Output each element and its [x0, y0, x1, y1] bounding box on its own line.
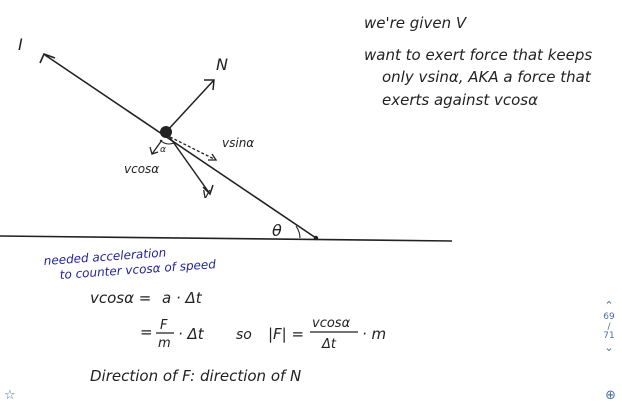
- so-label: so: [236, 327, 252, 343]
- normal-force-arrow: [165, 79, 215, 133]
- velocity-arrow-head: [202, 184, 214, 196]
- vsin-component: [169, 136, 217, 161]
- label-alpha: α: [160, 145, 166, 155]
- note-line-3: only vsinα, AKA a force that: [382, 68, 592, 86]
- velocity-arrow: [165, 131, 211, 195]
- eq1-left: vcosα =: [90, 289, 151, 307]
- frac2-numerator: vcosα: [312, 316, 351, 331]
- star-icon[interactable]: ☆: [4, 388, 16, 403]
- eq2-equals: =: [140, 323, 153, 341]
- chevron-up-icon[interactable]: ⌃: [604, 299, 614, 312]
- times-m: · m: [362, 325, 386, 343]
- vcos-component: [151, 139, 163, 155]
- page-navigator: ⌃ 69 / 71 ⌄: [602, 300, 616, 354]
- theta-arc: [295, 225, 301, 239]
- label-vsin: vsinα: [222, 136, 254, 150]
- add-page-icon[interactable]: ⊕: [605, 388, 616, 403]
- i-arrow-head: [39, 52, 56, 64]
- frac2-denominator: Δt: [321, 337, 337, 352]
- alpha-arc: [159, 139, 175, 145]
- label-i: I: [18, 35, 23, 54]
- eq1-right: a · Δt: [162, 289, 203, 307]
- page-separator: /: [607, 322, 611, 332]
- note-line-1: we're given V: [364, 14, 468, 32]
- vcos-arrow-head: [149, 146, 159, 155]
- normal-arrow-head: [204, 79, 215, 91]
- incline-line: [44, 54, 317, 239]
- eq2-rest: · Δt: [178, 325, 205, 343]
- abs-f: |F| =: [268, 325, 304, 343]
- ground-line: [0, 235, 453, 242]
- label-vcos: vcosα: [124, 162, 159, 176]
- note-line-4: exerts against vcosα: [382, 91, 538, 109]
- page-current: 69: [603, 312, 615, 322]
- note-line-2: want to exert force that keeps: [364, 46, 592, 64]
- label-theta: θ: [272, 221, 282, 240]
- eq2-denominator: m: [158, 336, 171, 351]
- label-v: v: [202, 186, 211, 202]
- eq2-numerator: F: [160, 318, 168, 333]
- direction-statement: Direction of F: direction of N: [90, 367, 301, 385]
- label-n: N: [216, 55, 228, 74]
- chevron-down-icon[interactable]: ⌄: [604, 341, 614, 354]
- vsin-arrow-head: [208, 153, 218, 161]
- corner-dot: [313, 235, 319, 241]
- page-total: 71: [603, 331, 615, 341]
